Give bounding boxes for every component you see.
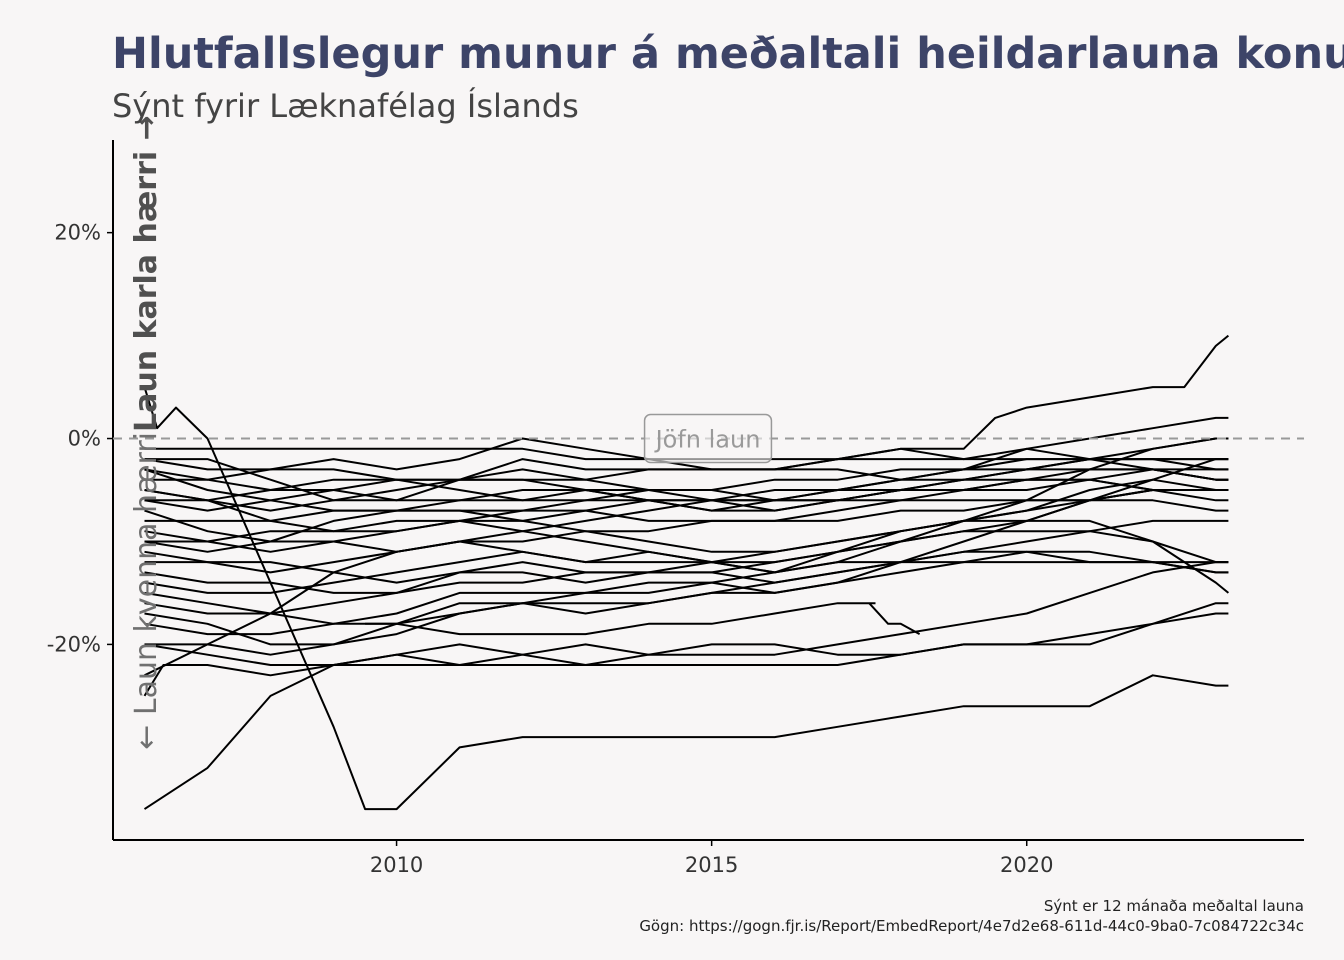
- equal-pay-label: Jöfn laun: [654, 426, 761, 454]
- caption-note: Sýnt er 12 mánaða meðaltal launa: [1044, 897, 1304, 915]
- series-line-23: [144, 468, 1229, 533]
- series-line-22: [144, 519, 1229, 594]
- plot-lines: [143, 334, 1230, 811]
- series-line-31: [144, 550, 1229, 625]
- chart-title: Hlutfallslegur munur á meðaltali heildar…: [112, 29, 1344, 79]
- y-tick-label: 20%: [54, 221, 101, 245]
- series-line-28: [144, 468, 1229, 512]
- series-line-27: [144, 550, 1229, 646]
- equal-pay-label-box: [643, 413, 773, 464]
- series-line-24: [144, 561, 1229, 666]
- series-line-26: [144, 489, 1229, 553]
- series-line-1: [143, 612, 1229, 810]
- series-line-30: [868, 602, 921, 635]
- series-line-3: [143, 602, 1229, 697]
- axes: 20% 0% -20% 2010 2015 2020: [47, 140, 1304, 877]
- y-tick-label: 0%: [68, 427, 101, 451]
- annotation-women-higher: ← Laun kvenna hærri: [129, 432, 164, 750]
- x-tick-label: 2020: [1000, 853, 1053, 877]
- y-tick-label: -20%: [47, 632, 101, 656]
- x-tick-label: 2015: [685, 853, 738, 877]
- chart-subtitle: Sýnt fyrir Læknafélag Íslands: [112, 87, 579, 125]
- series-line-29: [365, 602, 876, 636]
- annotations: Laun karla hærri →← Laun kvenna hærri Jöf…: [113, 115, 1304, 750]
- x-tick-label: 2010: [370, 853, 423, 877]
- series-line-20: [144, 519, 1230, 594]
- annotation-men-higher: Laun karla hærri →: [129, 115, 164, 432]
- caption-source: Gögn: https://gogn.fjr.is/Report/EmbedRe…: [639, 917, 1304, 935]
